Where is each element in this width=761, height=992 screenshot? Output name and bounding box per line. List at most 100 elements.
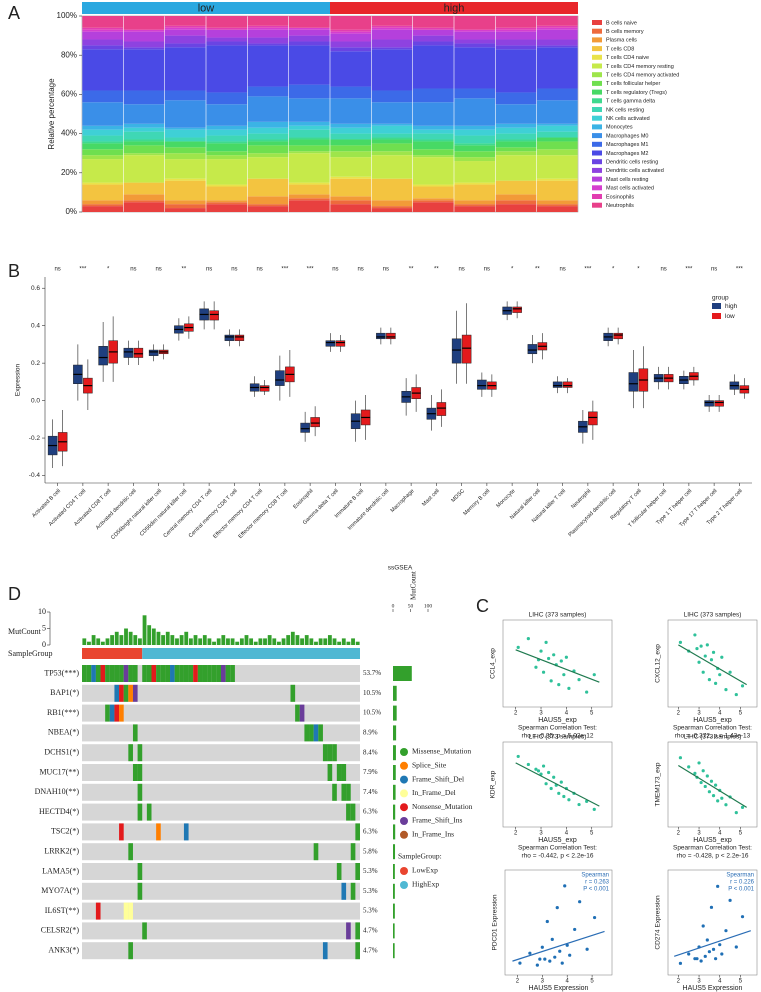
bar-segment <box>288 153 330 183</box>
x-tick-label: 4 <box>718 979 722 985</box>
mutation <box>341 783 347 801</box>
mutation <box>341 764 347 781</box>
bar-segment <box>247 178 289 197</box>
point <box>592 673 596 677</box>
mutcount-bar <box>277 641 281 645</box>
point <box>526 637 530 641</box>
legend-label: high <box>725 303 738 310</box>
bar-segment <box>412 202 454 212</box>
bar-segment <box>330 139 372 146</box>
bar-segment <box>371 206 413 209</box>
x-axis-label: HAUS5_exp <box>538 717 577 724</box>
mutation <box>82 665 87 682</box>
bar-segment <box>536 206 578 212</box>
bar-segment <box>82 102 124 126</box>
legend-swatch <box>592 176 602 182</box>
gene-row <box>82 843 360 861</box>
bar-segment <box>536 155 578 179</box>
x-tick-label: 5 <box>590 979 594 985</box>
x-tick-label: Central memory CD8 T cell <box>188 488 239 539</box>
box <box>714 400 724 407</box>
significance-label: ** <box>409 267 414 273</box>
bar-segment <box>288 198 330 201</box>
mutation <box>193 665 198 682</box>
point <box>585 690 589 694</box>
significance-label: *** <box>736 267 744 273</box>
mutation <box>197 665 203 682</box>
gene-row <box>82 942 360 960</box>
mutcount-bar <box>147 625 152 645</box>
legend-swatch <box>712 303 721 309</box>
bar-segment <box>288 29 330 36</box>
bar-segment <box>82 204 124 207</box>
y-tick-label: 20% <box>61 168 77 177</box>
annotation: Spearman Correlation Test: <box>518 725 597 732</box>
bar-segment <box>247 43 289 46</box>
mutation <box>299 704 305 722</box>
mutation <box>350 843 356 861</box>
mutation <box>355 922 360 940</box>
mutation <box>132 665 138 682</box>
mutcount-bar <box>300 638 304 645</box>
x-axis-label: HAUS5_exp <box>538 837 577 844</box>
mutcount-bar <box>221 635 226 645</box>
bar-segment <box>454 151 496 158</box>
bar-segment <box>123 202 165 212</box>
bar-segment <box>330 204 372 212</box>
legend-label: LowExp <box>412 866 438 875</box>
x-tick-label: Memory B cell <box>462 488 491 517</box>
bar-segment <box>454 184 496 201</box>
point <box>714 783 718 787</box>
mutcount-bar <box>244 635 249 645</box>
point <box>734 945 738 949</box>
y-tick-label: 5 <box>42 623 46 632</box>
y-tick-label: -0.4 <box>29 472 41 479</box>
side-bar <box>393 725 397 741</box>
bar-segment <box>206 186 248 201</box>
percent-label: 5.3% <box>363 867 378 875</box>
plot-area <box>667 741 758 828</box>
gene-label: HECTD4(*) <box>39 807 79 816</box>
bar-segment <box>288 151 330 154</box>
bar-segment <box>247 133 289 140</box>
bar-segment <box>288 45 330 85</box>
legend-swatch <box>592 194 602 199</box>
annotation: rho = -0.428, p < 2.2e-16 <box>677 853 749 860</box>
bar-segment <box>206 200 248 203</box>
bar-segment <box>288 41 330 46</box>
mutation <box>119 665 124 682</box>
plot-area <box>667 619 758 708</box>
bar-segment <box>206 125 248 130</box>
point <box>567 686 571 690</box>
percent-label: 5.3% <box>363 887 378 895</box>
percent-label: 8.4% <box>363 748 378 756</box>
mutcount-bar <box>100 641 105 645</box>
bar-segment <box>82 135 124 142</box>
box <box>325 340 336 347</box>
mutation <box>137 803 143 821</box>
bar-segment <box>247 25 289 28</box>
bar-segment <box>495 31 537 40</box>
box <box>123 347 134 358</box>
bar-segment <box>288 200 330 212</box>
point <box>516 645 520 649</box>
legend-label: Dendritic cells resting <box>606 159 658 165</box>
point <box>534 767 538 771</box>
point <box>578 900 582 904</box>
mutation <box>114 665 120 682</box>
mutation <box>179 665 184 682</box>
bar-segment <box>206 45 248 93</box>
point <box>592 807 596 811</box>
side-tick-label: 50 <box>408 603 414 609</box>
bar-segment <box>247 145 289 154</box>
bar-segment <box>164 129 206 138</box>
gene-row <box>82 922 360 940</box>
plot-area <box>667 869 758 976</box>
point <box>687 765 691 769</box>
gene-row <box>82 744 360 762</box>
percent-label: 10.5% <box>363 709 381 717</box>
stat-legend: Spearman <box>726 873 754 879</box>
gene-label: MYO7A(*) <box>41 886 79 895</box>
point <box>695 957 699 961</box>
bar-segment <box>247 127 289 134</box>
